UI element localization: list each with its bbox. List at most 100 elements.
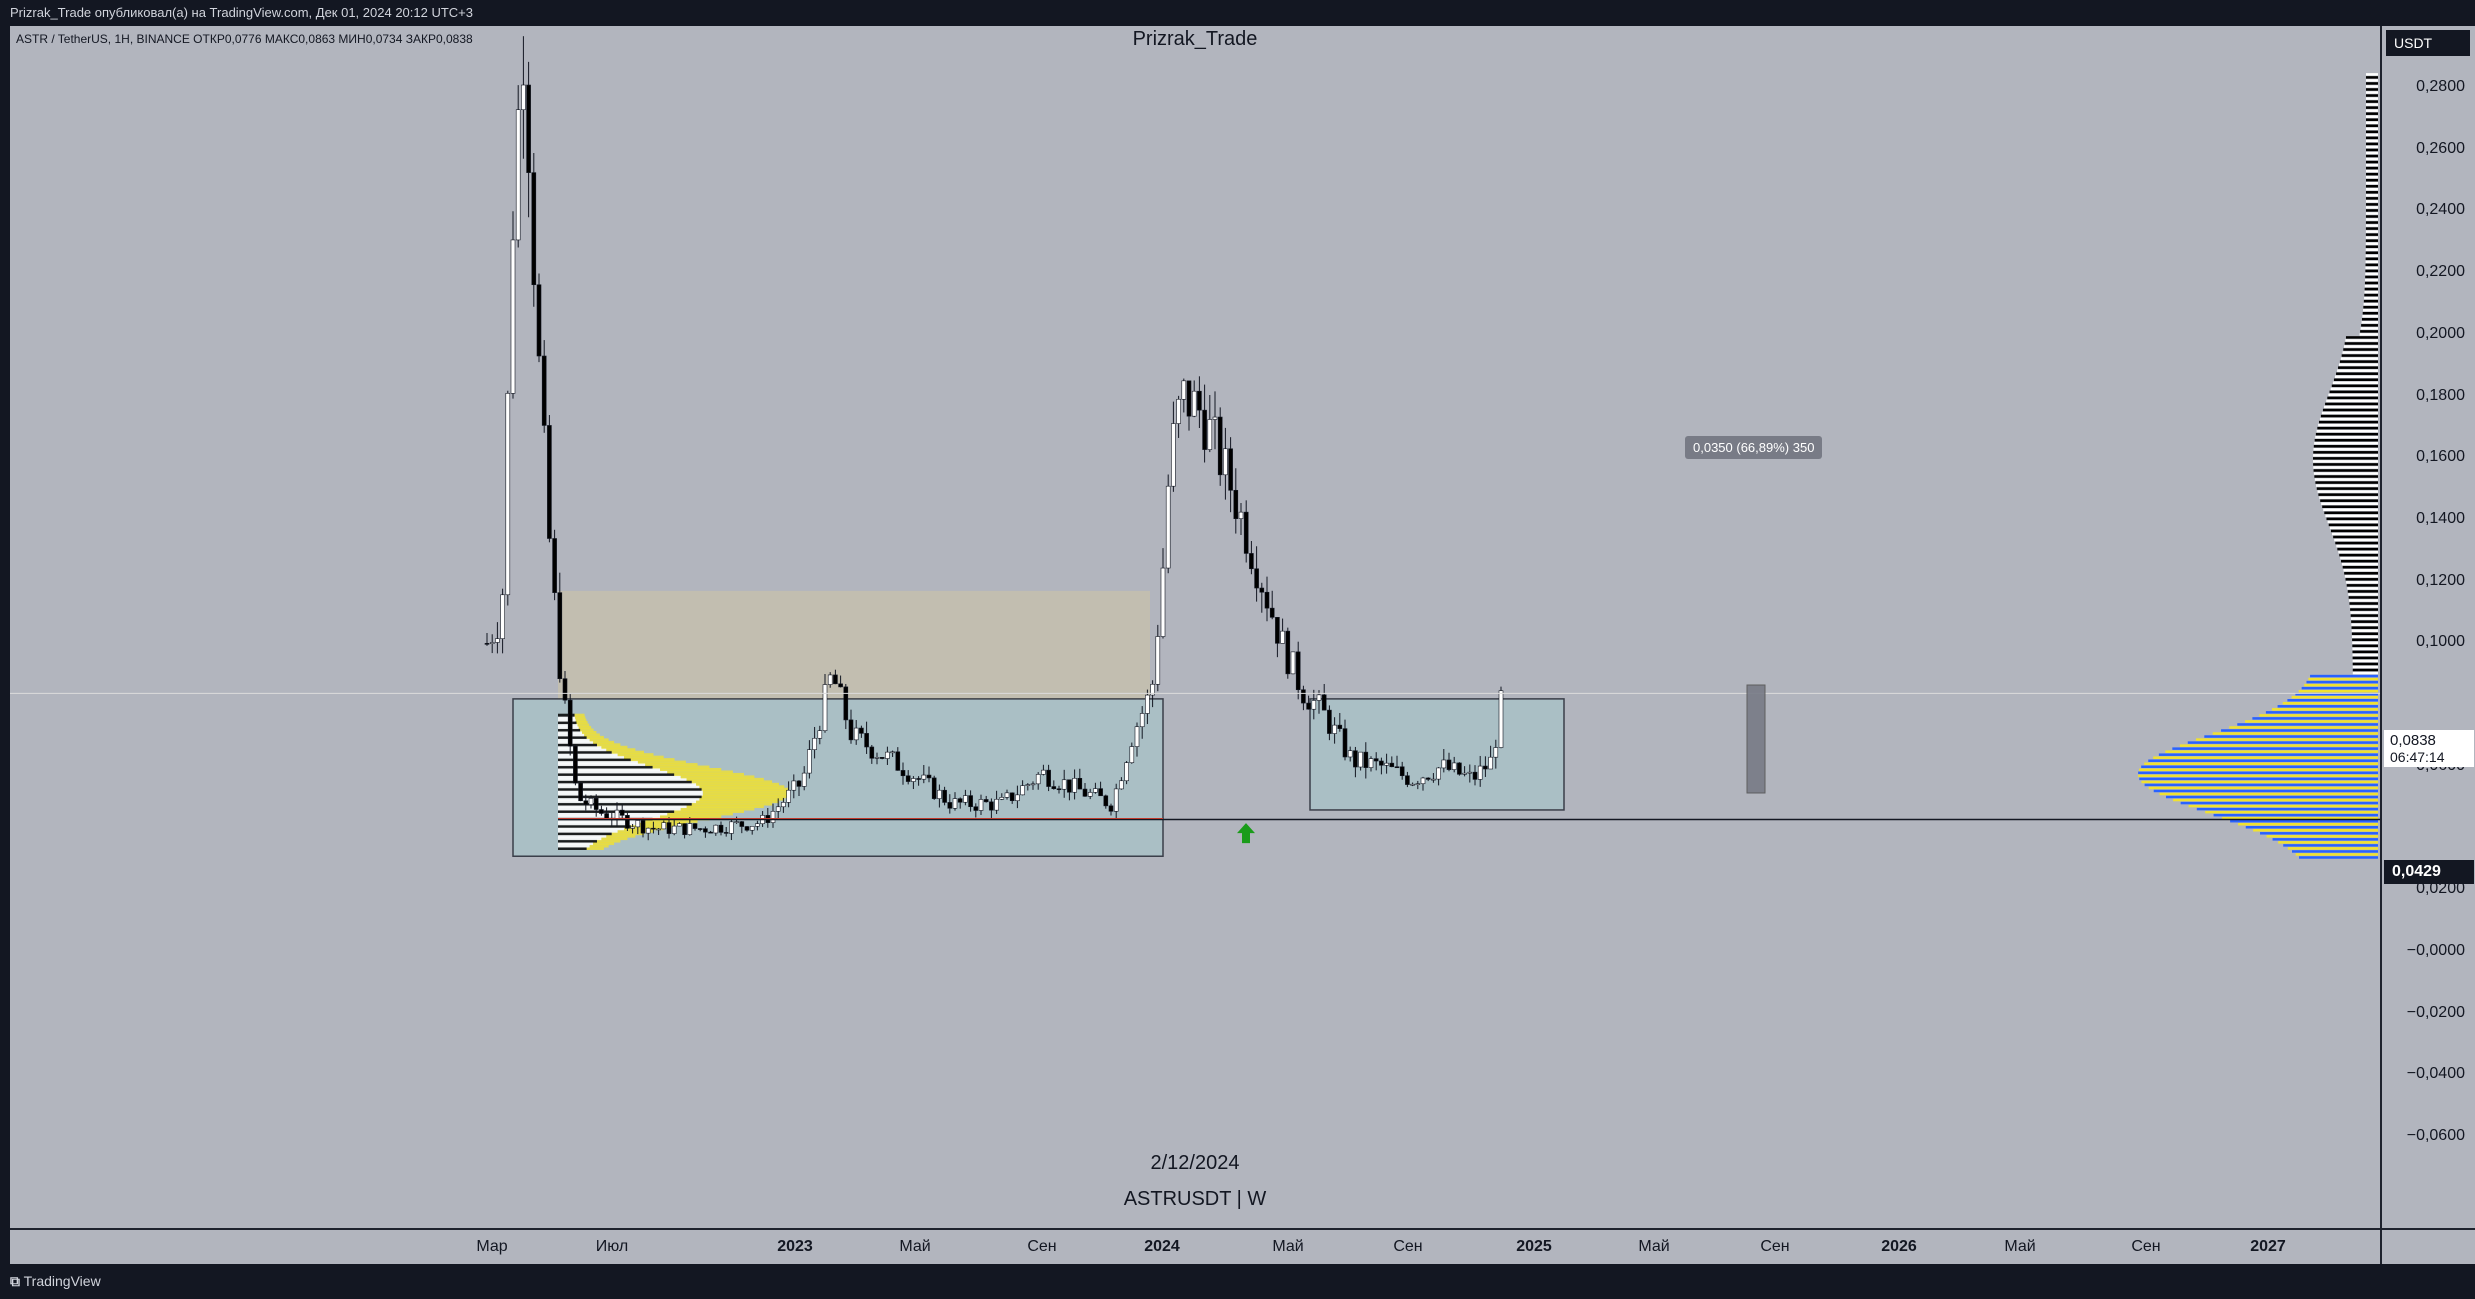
last-price-value: 0,0838 (2390, 732, 2436, 749)
volume-profile-bar (2341, 559, 2378, 563)
measure-label: 0,0350 (66,89%) 350 (1685, 436, 1823, 459)
volume-profile-bar (696, 800, 779, 804)
volume-profile-bar (2308, 677, 2378, 681)
volume-profile-bar (558, 832, 612, 836)
volume-profile-bar (2313, 469, 2378, 472)
chart-pane[interactable]: ASTR / TetherUS, 1Н, BINANCE ОТКР0,0776 … (10, 26, 2380, 1228)
volume-profile-bar (2365, 197, 2378, 200)
volume-profile-bar (2336, 372, 2378, 375)
candle-body (1103, 795, 1109, 807)
axis-corner[interactable] (2380, 1228, 2475, 1264)
volume-profile-bar (2172, 747, 2378, 750)
volume-profile-bar (558, 777, 687, 781)
volume-profile-bar (2245, 826, 2378, 829)
candle-body (697, 828, 703, 830)
volume-profile-bar (674, 809, 744, 813)
volume-profile-bar (2328, 523, 2378, 527)
volume-profile-bar (2352, 671, 2378, 675)
candle-body (1171, 423, 1176, 487)
price-axis[interactable]: USDT 0,2800 0,2600 0,2400 0,2200 0,2000 0,180… (2380, 26, 2475, 1228)
volume-profile-bar (2350, 617, 2378, 620)
volume-profile-bar (2317, 426, 2378, 430)
volume-profile-bar (2364, 290, 2378, 294)
volume-profile-bar (611, 832, 645, 836)
volume-profile-bar (2365, 269, 2378, 273)
candle-body (521, 84, 526, 111)
volume-profile-bar (2365, 227, 2378, 230)
candle-body (989, 801, 994, 811)
volume-profile-bar (2252, 717, 2378, 720)
volume-profile-bar (2314, 478, 2378, 481)
volume-profile-bar (2365, 212, 2378, 215)
chart-canvas[interactable] (10, 26, 2380, 1228)
price-tick-label: −0,0200 (2406, 1003, 2465, 1021)
volume-profile-bar (2313, 472, 2378, 475)
price-tick-label: 0,2800 (2416, 78, 2465, 95)
volume-profile-bar (2322, 505, 2378, 509)
candle-body (588, 798, 594, 805)
volume-profile-bar (2366, 94, 2378, 97)
candle-body (1093, 788, 1098, 793)
volume-profile-bar (2348, 596, 2378, 599)
volume-profile-bar (702, 792, 790, 796)
volume-profile-bar (2321, 411, 2378, 415)
volume-profile-bar (2366, 97, 2378, 100)
candle-body (973, 806, 979, 811)
time-tick-label: Май (1272, 1238, 1304, 1255)
candle-body (963, 795, 968, 803)
candle-body (677, 823, 682, 827)
candle-body (583, 800, 589, 805)
volume-profile-bar (558, 763, 646, 767)
volume-profile-bar (611, 750, 645, 754)
candle-body (1306, 702, 1311, 710)
volume-profile-bar (575, 718, 587, 722)
volume-profile-bar (2266, 835, 2378, 838)
volume-profile-bar (2336, 544, 2378, 548)
volume-profile-bar (2338, 550, 2378, 554)
volume-profile-bar (2322, 408, 2378, 412)
candle-body (822, 684, 828, 731)
volume-profile-bar (2313, 451, 2378, 454)
candle-body (900, 770, 906, 777)
volume-profile-bar (558, 839, 597, 843)
candle-body (1217, 416, 1223, 476)
candle-body (1202, 409, 1207, 450)
volume-profile-bar (2360, 330, 2378, 333)
currency-badge[interactable]: USDT (2386, 30, 2470, 56)
volume-profile-bar (2366, 109, 2378, 112)
candle-body (1342, 728, 1348, 758)
candle-body (1035, 774, 1041, 785)
volume-profile-bar (558, 750, 612, 754)
volume-profile-bar (558, 760, 638, 764)
candle-body (1332, 724, 1337, 734)
volume-profile-bar (575, 716, 586, 720)
volume-profile-bar (617, 753, 654, 757)
candle-body (1067, 779, 1072, 793)
candle-body (1384, 762, 1389, 766)
time-tick-label: Май (1638, 1238, 1670, 1255)
volume-profile-bar (660, 814, 722, 818)
volume-profile-bar (2316, 487, 2378, 490)
candle-body (510, 239, 516, 394)
candle-body (593, 798, 599, 810)
candle-body (1025, 784, 1031, 786)
volume-profile-bar (2365, 160, 2378, 164)
volume-profile-bar (2348, 593, 2378, 596)
candle-body (1108, 805, 1114, 812)
candle-body (999, 797, 1005, 800)
volume-profile-bar (2363, 305, 2378, 309)
volume-profile-bar (2365, 142, 2378, 146)
volume-profile-bar (2213, 813, 2378, 817)
volume-profile-bar (680, 775, 755, 779)
price-tick-label: −0,0600 (2406, 1127, 2465, 1144)
volume-profile-bar (2306, 680, 2378, 684)
volume-profile-bar (2313, 454, 2378, 457)
volume-profile-bar (2366, 88, 2378, 91)
time-axis[interactable]: Мар Июл 2023 Май Сен 2024 Май Сен 2025 Май Сен 2026… (10, 1228, 2380, 1264)
candle-body (952, 798, 958, 809)
price-tick-label: 0,2200 (2416, 263, 2465, 281)
time-tick-label: 2026 (1881, 1238, 1917, 1255)
volume-profile-bar (2148, 786, 2378, 790)
volume-profile-bar (558, 802, 692, 806)
volume-profile-bar (596, 839, 621, 843)
